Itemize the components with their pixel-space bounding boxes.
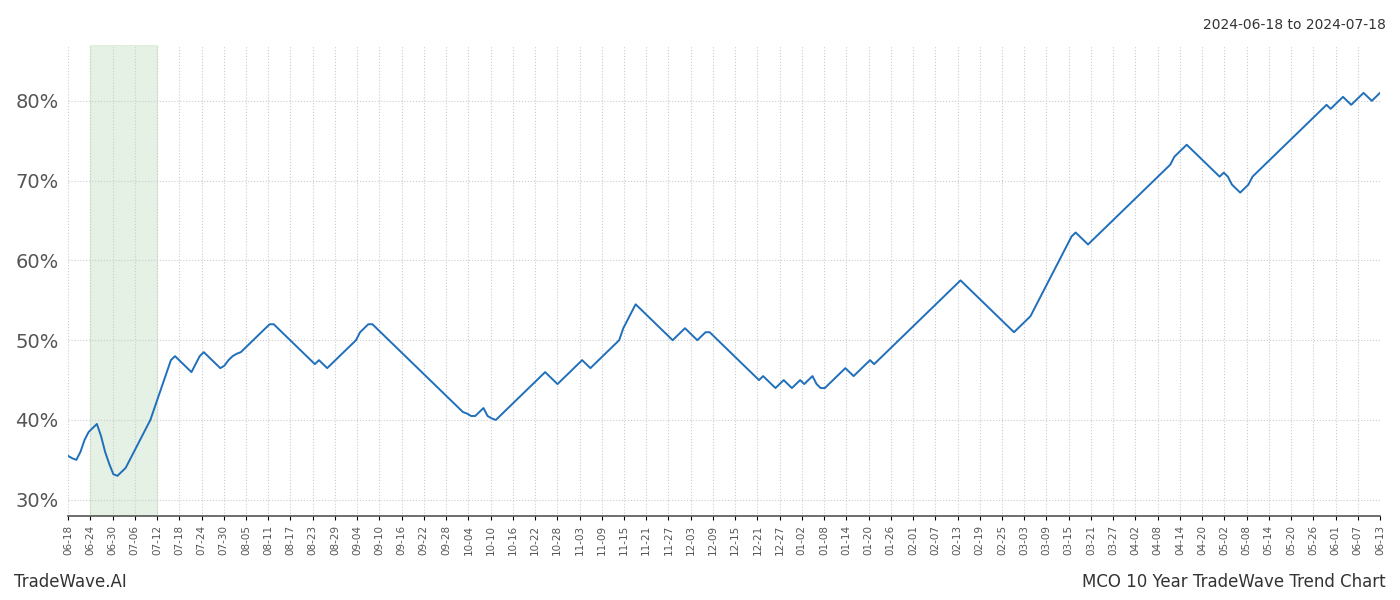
Text: 2024-06-18 to 2024-07-18: 2024-06-18 to 2024-07-18 bbox=[1203, 18, 1386, 32]
Bar bbox=[91, 45, 157, 516]
Text: TradeWave.AI: TradeWave.AI bbox=[14, 573, 127, 591]
Text: MCO 10 Year TradeWave Trend Chart: MCO 10 Year TradeWave Trend Chart bbox=[1082, 573, 1386, 591]
